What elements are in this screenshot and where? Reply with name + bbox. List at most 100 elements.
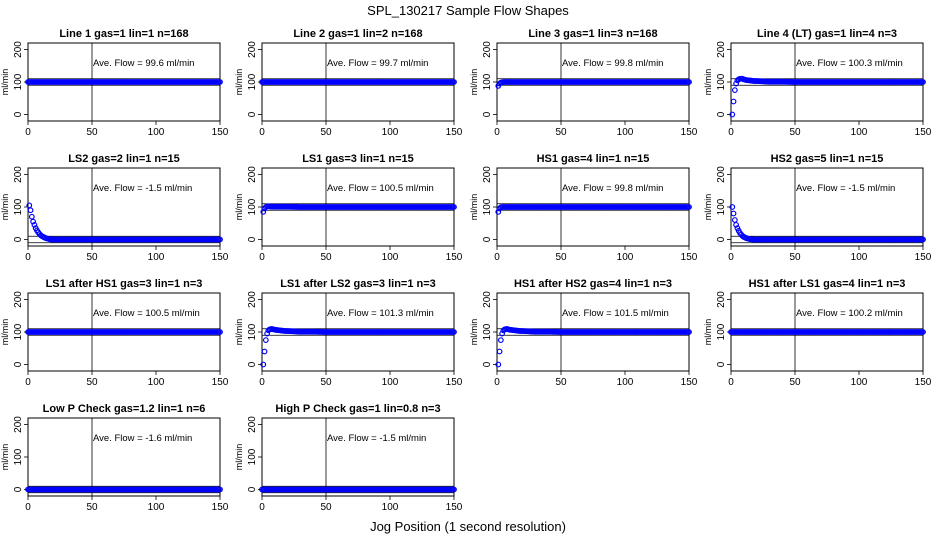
data-point: [733, 221, 740, 228]
y-tick-label: 0: [482, 236, 493, 242]
data-series: [495, 326, 692, 368]
data-point: [31, 221, 38, 228]
y-axis-label: ml/min: [0, 444, 10, 471]
panel-10: LS1 after LS2 gas=3 lin=1 n=3 Ave. Flow =…: [234, 278, 463, 388]
y-tick-label: 100: [247, 73, 258, 90]
data-point: [449, 329, 456, 335]
x-tick-label: 50: [789, 127, 801, 138]
panel-13: Low P Check gas=1.2 lin=1 n=6 Ave. Flow =…: [0, 403, 229, 513]
x-tick-label: 50: [320, 502, 332, 513]
x-tick-label: 0: [494, 127, 500, 138]
y-tick-label: 0: [482, 111, 493, 117]
x-tick-label: 50: [555, 377, 567, 388]
data-point: [215, 486, 222, 493]
panel-14: High P Check gas=1 lin=0.8 n=3 Ave. Flow …: [234, 403, 463, 513]
y-tick-label: 100: [716, 198, 727, 215]
y-tick-label: 100: [716, 73, 727, 90]
x-tick-label: 150: [681, 252, 698, 263]
x-tick-label: 50: [86, 502, 98, 513]
y-tick-label: 200: [482, 41, 493, 58]
y-tick-label: 200: [247, 291, 258, 308]
panel-title: HS1 gas=4 lin=1 n=15: [537, 153, 650, 165]
data-point: [496, 348, 503, 355]
y-axis-label: ml/min: [703, 69, 713, 96]
average-flow-annotation: Ave. Flow = 101.5 ml/min: [562, 308, 669, 319]
data-point: [733, 80, 740, 87]
data-point: [495, 208, 502, 215]
data-series: [259, 486, 457, 493]
data-point: [495, 361, 502, 368]
panel-3: Line 3 gas=1 lin=3 n=168 Ave. Flow = 99.8…: [469, 28, 698, 138]
x-tick-label: 150: [915, 127, 932, 138]
x-tick-label: 50: [555, 252, 567, 263]
x-tick-label: 150: [446, 252, 463, 263]
panel-11: HS1 after HS2 gas=4 lin=1 n=3 Ave. Flow =…: [469, 278, 698, 388]
y-tick-label: 100: [247, 198, 258, 215]
data-series: [729, 204, 926, 243]
x-tick-label: 150: [446, 502, 463, 513]
y-tick-label: 200: [247, 416, 258, 433]
data-point: [260, 361, 267, 368]
data-series: [260, 203, 457, 215]
average-flow-annotation: Ave. Flow = -1.5 ml/min: [327, 433, 426, 444]
y-tick-label: 0: [13, 236, 24, 242]
plot-frame: [261, 417, 455, 497]
y-axis-label: ml/min: [234, 69, 244, 96]
y-tick-label: 200: [482, 291, 493, 308]
y-tick-label: 200: [13, 416, 24, 433]
data-point: [497, 337, 504, 344]
x-tick-label: 100: [148, 127, 165, 138]
x-tick-label: 150: [681, 377, 698, 388]
data-point: [729, 204, 736, 210]
y-tick-label: 100: [13, 73, 24, 90]
data-point: [215, 329, 222, 335]
y-tick-label: 200: [716, 291, 727, 308]
x-tick-label: 50: [320, 252, 332, 263]
panel-title: Line 4 (LT) gas=1 lin=4 n=3: [757, 28, 897, 40]
average-flow-annotation: Ave. Flow = 101.3 ml/min: [327, 308, 434, 319]
x-tick-label: 50: [86, 252, 98, 263]
data-point: [731, 217, 738, 223]
y-tick-label: 0: [482, 361, 493, 367]
data-series: [25, 486, 223, 493]
panel-7: HS1 gas=4 lin=1 n=15 Ave. Flow = 99.8 ml/…: [469, 153, 698, 263]
average-flow-annotation: Ave. Flow = 100.5 ml/min: [327, 183, 434, 194]
plot-frame: [730, 167, 924, 247]
y-tick-label: 0: [716, 236, 727, 242]
x-tick-label: 150: [915, 377, 932, 388]
data-point: [28, 213, 35, 220]
y-tick-label: 200: [13, 41, 24, 58]
panel-1: Line 1 gas=1 lin=1 n=168 Ave. Flow = 99.6…: [0, 28, 229, 138]
y-tick-label: 100: [13, 448, 24, 465]
data-point: [684, 204, 691, 210]
x-tick-label: 100: [148, 502, 165, 513]
panel-title: Low P Check gas=1.2 lin=1 n=6: [43, 403, 206, 415]
x-tick-label: 100: [382, 502, 399, 513]
data-point: [684, 79, 691, 85]
x-tick-label: 0: [494, 377, 500, 388]
x-tick-label: 0: [728, 127, 734, 138]
x-tick-label: 100: [382, 377, 399, 388]
panel-5: LS2 gas=2 lin=1 n=15 Ave. Flow = -1.5 ml/…: [0, 153, 229, 263]
panel-title: High P Check gas=1 lin=0.8 n=3: [275, 403, 440, 415]
data-series: [729, 75, 926, 118]
x-tick-label: 150: [915, 252, 932, 263]
data-point: [215, 79, 222, 85]
x-tick-label: 100: [382, 252, 399, 263]
data-point: [684, 329, 691, 335]
x-tick-label: 100: [851, 252, 868, 263]
y-tick-label: 200: [247, 166, 258, 183]
panel-9: LS1 after HS1 gas=3 lin=1 n=3 Ave. Flow =…: [0, 278, 229, 388]
x-tick-label: 50: [789, 252, 801, 263]
y-axis-label: ml/min: [234, 319, 244, 346]
y-tick-label: 0: [247, 236, 258, 242]
x-tick-label: 50: [555, 127, 567, 138]
panel-title: HS2 gas=5 lin=1 n=15: [771, 153, 884, 165]
x-tick-label: 50: [86, 127, 98, 138]
panel-8: HS2 gas=5 lin=1 n=15 Ave. Flow = -1.5 ml/…: [703, 153, 932, 263]
panel-title: LS1 after HS1 gas=3 lin=1 n=3: [46, 278, 203, 290]
y-axis-label: ml/min: [0, 319, 10, 346]
average-flow-annotation: Ave. Flow = 99.6 ml/min: [93, 58, 194, 69]
panel-title: LS1 gas=3 lin=1 n=15: [302, 153, 414, 165]
